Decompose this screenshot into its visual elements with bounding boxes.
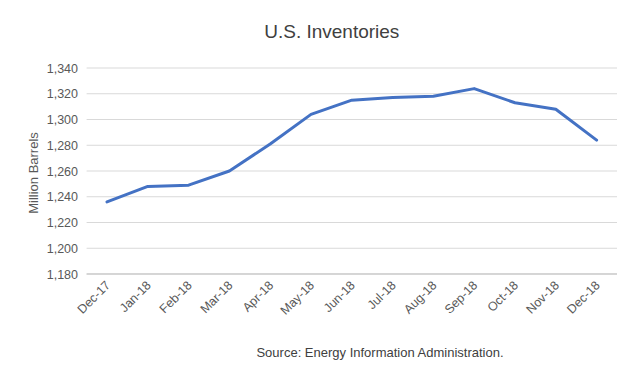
x-tick-label: Sep-18	[442, 278, 480, 316]
grid-line	[87, 196, 617, 197]
background	[0, 0, 640, 385]
y-tick-label: 1,260	[47, 165, 78, 179]
x-axis-line	[87, 274, 617, 275]
y-tick-label: 1,240	[47, 190, 78, 204]
x-tick-label: Dec-17	[75, 278, 113, 316]
x-tick-label: Jan-18	[117, 278, 154, 315]
grid-line	[87, 93, 617, 94]
x-tick-label: Oct-18	[485, 278, 521, 314]
y-tick-label: 1,220	[47, 216, 78, 230]
x-tick-label: May-18	[278, 278, 317, 317]
grid-line	[87, 145, 617, 146]
chart-title: U.S. Inventories	[264, 21, 399, 42]
grid-line	[87, 119, 617, 120]
x-tick-label: Mar-18	[198, 278, 236, 316]
grid-line	[87, 248, 617, 249]
y-tick-label: 1,280	[47, 139, 78, 153]
y-axis-label: Million Barrels	[26, 132, 41, 214]
chart-container: U.S. Inventories 1,180 1,200 1,220 1,240 1,26…	[0, 0, 640, 385]
y-tick-label: 1,340	[47, 62, 78, 76]
x-tick-label: Nov-18	[524, 278, 562, 316]
grid-line	[87, 274, 617, 275]
grid-line	[87, 171, 617, 172]
x-tick-label: Aug-18	[401, 278, 439, 316]
y-tick-label: 1,180	[47, 268, 78, 282]
x-tick-label: Apr-18	[240, 278, 276, 314]
x-tick-label: Jun-18	[321, 278, 358, 315]
plot-area	[107, 89, 597, 202]
x-tick-label: Feb-18	[157, 278, 195, 316]
y-tick-label: 1,300	[47, 113, 78, 127]
x-tick-label: Dec-18	[564, 278, 602, 316]
chart-svg: U.S. Inventories 1,180 1,200 1,220 1,240 1,26…	[0, 0, 640, 385]
y-tick-label: 1,200	[47, 242, 78, 256]
y-tick-label: 1,320	[47, 87, 78, 101]
data-line	[107, 89, 597, 202]
source-note: Source: Energy Information Administratio…	[256, 345, 503, 360]
grid-line	[87, 222, 617, 223]
x-tick-label: Jul-18	[365, 278, 399, 312]
grid-line	[87, 68, 617, 69]
